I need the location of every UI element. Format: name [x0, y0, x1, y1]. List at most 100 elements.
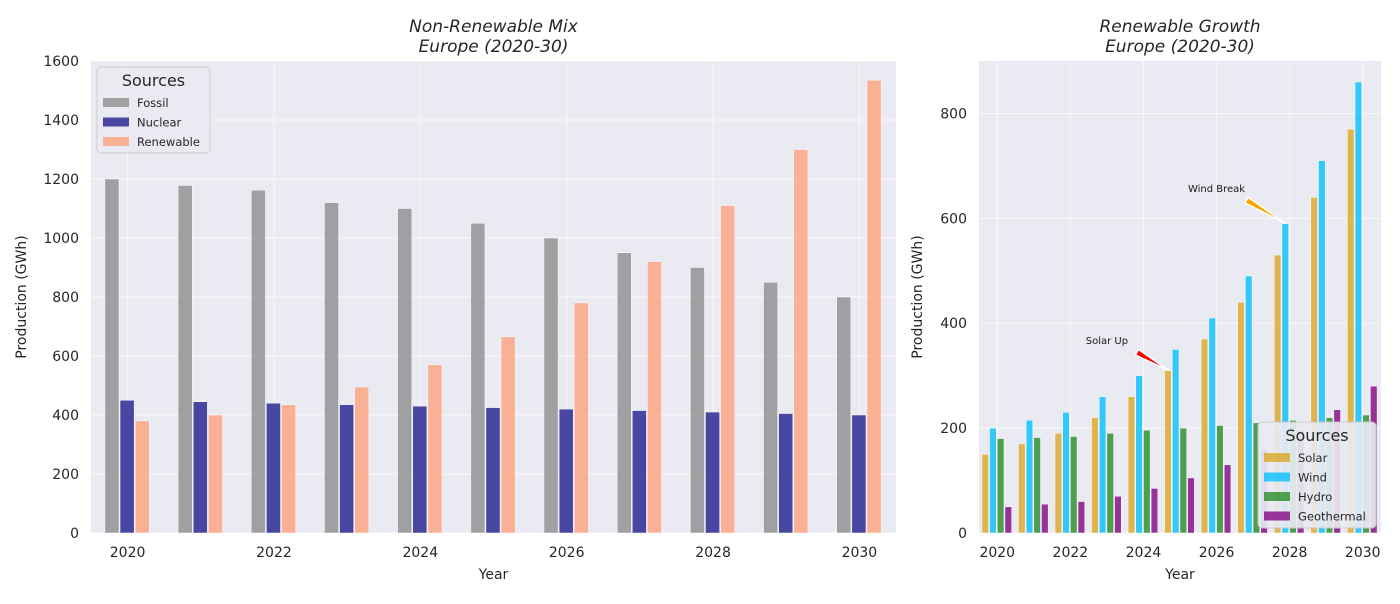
legend-entry-renewable: Renewable	[137, 135, 200, 149]
bar-wind-2023	[1098, 396, 1107, 534]
bar-wind-2026	[1208, 317, 1216, 534]
bar-renewable-2021	[208, 414, 223, 534]
y-tick-label: 800	[940, 106, 967, 122]
legend-swatch-solar	[1264, 453, 1290, 462]
bar-wind-2024	[1135, 375, 1143, 534]
bar-nuclear-2030	[851, 414, 867, 534]
y-tick-label: 0	[958, 526, 967, 542]
bar-renewable-2023	[354, 386, 370, 534]
legend-swatch-nuclear	[103, 117, 129, 127]
bar-fossil-2029	[763, 282, 778, 534]
bar-nuclear-2023	[339, 404, 354, 534]
chart-panel-2: 0 200 400 600 800 2020 2022 2024 2026 2028 2030 Win…	[910, 17, 1381, 583]
bar-nuclear-2020	[119, 400, 135, 534]
bar-renewable-2029	[793, 149, 809, 534]
chart-panel-1: 0 200 400 600 800 1000 1200 1400 1600 2020 2022 202…	[14, 17, 896, 583]
bar-nuclear-2029	[778, 413, 794, 534]
bar-solar-2020	[981, 454, 989, 534]
legend-swatch-wind	[1264, 472, 1290, 482]
x-tick-label: 2024	[402, 545, 438, 561]
bar-nuclear-2024	[412, 405, 428, 534]
x-axis-label: Year	[478, 567, 509, 583]
legend-title: Sources	[1285, 426, 1348, 445]
bar-renewable-2027	[647, 261, 662, 534]
bar-renewable-2020	[134, 420, 150, 534]
x-tick-label: 2026	[549, 545, 585, 561]
bar-renewable-2022	[281, 404, 296, 534]
legend-entry-nuclear: Nuclear	[137, 116, 182, 130]
bar-hydro-2022	[1070, 436, 1078, 534]
annotation-arrow	[1134, 348, 1170, 372]
bar-hydro-2024	[1143, 429, 1151, 534]
x-tick-label: 2022	[1053, 545, 1089, 561]
bar-geothermal-2023	[1114, 496, 1122, 534]
x-tick-label: 2022	[256, 545, 292, 561]
legend-entry-wind: Wind	[1298, 471, 1327, 485]
bar-solar-2023	[1091, 417, 1099, 534]
bar-fossil-2025	[470, 223, 486, 534]
y-tick-label: 600	[940, 211, 967, 227]
bar-fossil-2022	[251, 189, 266, 534]
bar-fossil-2023	[324, 202, 339, 534]
y-tick-label: 1600	[43, 54, 79, 70]
bar-geothermal-2024	[1150, 488, 1159, 534]
legend: Sources Fossil Nuclear Renewable	[96, 66, 211, 154]
x-tick-label: 2028	[1272, 545, 1308, 561]
annotation-arrow	[1244, 196, 1287, 225]
bar-geothermal-2022	[1077, 501, 1085, 534]
legend: Sources Solar Wind Hydro Geothermal	[1257, 421, 1377, 529]
bar-fossil-2028	[690, 267, 705, 534]
bar-nuclear-2026	[558, 408, 574, 534]
bar-renewable-2025	[500, 336, 516, 534]
bar-wind-2020	[989, 427, 997, 534]
chart-title-line: Non-Renewable Mix	[409, 17, 579, 37]
legend-swatch-renewable	[103, 137, 129, 146]
chart-title-line: Europe (2020-30)	[419, 37, 569, 57]
bar-hydro-2020	[997, 438, 1005, 534]
x-tick-label: 2030	[1345, 545, 1381, 561]
x-tick-label: 2028	[695, 545, 731, 561]
bar-solar-2028	[1274, 254, 1282, 534]
bar-fossil-2027	[616, 252, 632, 534]
bar-geothermal-2021	[1041, 503, 1049, 534]
bar-solar-2029	[1310, 197, 1318, 534]
x-tick-label: 2024	[1126, 545, 1162, 561]
x-tick-label: 2020	[110, 545, 146, 561]
y-tick-label: 400	[940, 316, 967, 332]
bar-fossil-2021	[177, 185, 193, 534]
legend-box	[96, 66, 211, 154]
bar-renewable-2024	[427, 364, 443, 534]
bar-wind-2022	[1062, 412, 1070, 534]
bar-fossil-2030	[836, 296, 852, 534]
bar-solar-2022	[1054, 433, 1062, 534]
legend-swatch-hydro	[1264, 492, 1290, 501]
chart-title-line: Europe (2020-30)	[1105, 37, 1255, 57]
bar-hydro-2025	[1179, 427, 1187, 534]
y-tick-label: 1000	[43, 231, 79, 247]
bar-solar-2030	[1347, 128, 1355, 534]
y-axis-label: Production (GWh)	[14, 235, 30, 358]
y-tick-label: 200	[940, 421, 967, 437]
legend-title: Sources	[122, 71, 185, 90]
annotation-label: Wind Break	[1188, 184, 1245, 195]
bar-fossil-2020	[104, 178, 120, 534]
bar-renewable-2026	[573, 302, 589, 534]
y-tick-label: 800	[52, 290, 79, 306]
bar-solar-2025	[1164, 370, 1172, 534]
bar-nuclear-2028	[705, 411, 720, 534]
y-tick-label: 1200	[43, 172, 79, 188]
bar-solar-2024	[1127, 396, 1136, 534]
bar-geothermal-2025	[1187, 477, 1195, 534]
y-tick-label: 1400	[43, 113, 79, 129]
x-axis-label: Year	[1164, 567, 1195, 583]
bar-geothermal-2020	[1004, 506, 1012, 534]
bar-solar-2026	[1200, 338, 1209, 534]
bar-renewable-2030	[866, 79, 882, 534]
legend-swatch-geothermal	[1264, 511, 1290, 521]
chart-title-line: Renewable Growth	[1099, 17, 1260, 37]
bar-nuclear-2021	[192, 401, 208, 534]
bar-nuclear-2025	[485, 407, 501, 534]
x-tick-label: 2020	[979, 545, 1015, 561]
